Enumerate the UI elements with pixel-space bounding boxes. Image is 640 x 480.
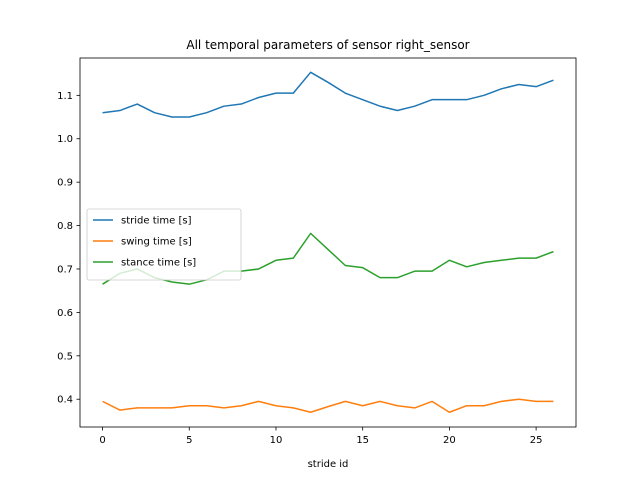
legend-box <box>86 208 242 281</box>
y-tick-label-4: 0.8 <box>57 221 73 232</box>
axes: 0 5 10 15 20 25 0.4 0.5 0.6 0.7 0.8 0.9 1.0 1.1 <box>57 57 577 446</box>
y-tick-label-7: 1.1 <box>57 91 73 102</box>
legend-label-0: stride time [s] <box>121 216 192 227</box>
chart-title: All temporal parameters of sensor right_… <box>186 38 469 52</box>
legend-label-2: stance time [s] <box>121 258 196 269</box>
y-tick-label-6: 1.0 <box>57 134 73 145</box>
x-tick-label-5: 25 <box>530 435 543 446</box>
legend-label-1: swing time [s] <box>121 237 192 248</box>
y-tick-label-0: 0.4 <box>57 395 73 406</box>
legend: stride time [s] swing time [s] stance time… <box>86 208 242 281</box>
y-tick-label-3: 0.7 <box>57 264 73 275</box>
axes-frame <box>79 57 577 428</box>
x-axis-label: stride id <box>308 459 349 470</box>
x-tick-label-1: 5 <box>186 435 192 446</box>
series-line-0 <box>102 71 554 118</box>
y-tick-label-1: 0.5 <box>57 351 73 362</box>
series-line-2 <box>102 232 554 285</box>
series-line-1 <box>102 398 554 413</box>
y-tick-label-5: 0.9 <box>57 178 73 189</box>
y-tick-label-2: 0.6 <box>57 308 73 319</box>
x-tick-label-0: 0 <box>99 435 105 446</box>
x-tick-label-2: 10 <box>270 435 283 446</box>
x-tick-label-4: 20 <box>443 435 456 446</box>
plot-area <box>102 71 554 413</box>
x-tick-label-3: 15 <box>356 435 369 446</box>
